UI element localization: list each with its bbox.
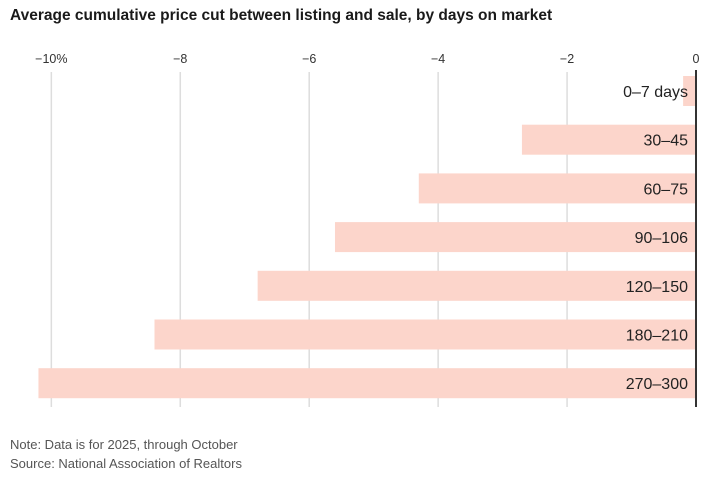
chart-title: Average cumulative price cut between lis…	[10, 7, 553, 24]
category-label: 0–7 days	[623, 84, 688, 101]
x-axis-ticks: −10% −8 −6 −4 −2 0	[35, 52, 699, 66]
x-tick-label: −10%	[35, 52, 67, 66]
category-label: 270–300	[626, 376, 688, 393]
chart-note: Note: Data is for 2025, through October	[10, 437, 238, 452]
bar	[38, 368, 697, 399]
category-label: 90–106	[635, 230, 688, 247]
category-label: 60–75	[644, 181, 689, 198]
chart-source: Source: National Association of Realtors	[10, 456, 242, 471]
category-label: 180–210	[626, 328, 688, 345]
x-tick-label: −8	[173, 52, 187, 66]
bar	[257, 270, 696, 301]
x-tick-label: 0	[693, 52, 700, 66]
category-labels: 0–7 days 30–45 60–75 90–106 120–150 180–210 27…	[623, 84, 688, 393]
bars	[38, 76, 697, 399]
category-label: 30–45	[644, 133, 689, 150]
bar	[521, 124, 696, 155]
bar	[154, 319, 696, 350]
x-tick-label: −6	[302, 52, 316, 66]
bar	[334, 222, 696, 253]
category-label: 120–150	[626, 279, 688, 296]
x-tick-label: −4	[431, 52, 445, 66]
bar	[683, 76, 696, 106]
bar	[418, 173, 696, 204]
x-tick-label: −2	[560, 52, 574, 66]
